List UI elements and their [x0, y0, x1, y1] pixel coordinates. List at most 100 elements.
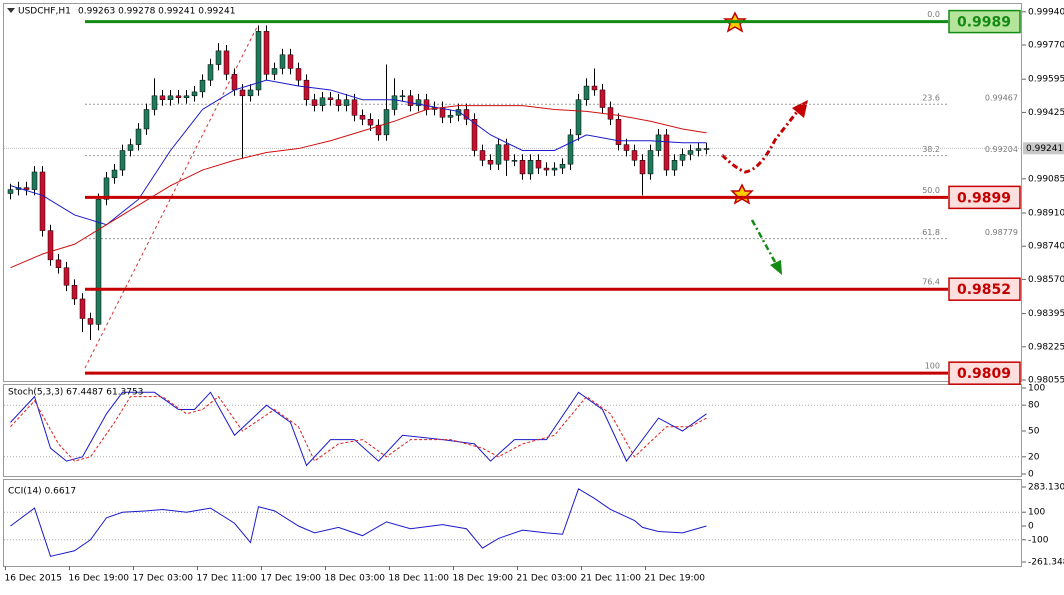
level-box [948, 277, 1021, 301]
x-tick-label: 16 Dec 2015 [5, 574, 63, 584]
level-label: 0.9989 [957, 15, 1011, 31]
panel-title: Stoch(5,3,3) 67.4487 61.3753 [8, 388, 143, 398]
candle-body [23, 187, 30, 190]
main-panel [3, 3, 1022, 382]
level-fib-label: 76.4 [922, 278, 940, 287]
candle-body [551, 167, 558, 171]
candle-body [7, 189, 14, 194]
y-tick-label: 0.99425 [1028, 108, 1064, 118]
panel-title: CCI(14) 0.6617 [8, 487, 76, 497]
candle-body [647, 150, 654, 175]
fib-price: 0.99467 [985, 94, 1018, 103]
y-tick-label: 0.98570 [1028, 275, 1064, 285]
candle-body [391, 95, 398, 110]
y-tick-label: 283.1308 [1028, 483, 1064, 493]
indicator-line [10, 488, 707, 557]
candle-body [159, 95, 166, 100]
candle-body [279, 54, 286, 69]
candle-body [415, 99, 422, 106]
x-tick-label: 21 Dec 11:00 [581, 574, 642, 584]
candle-body [535, 160, 542, 169]
candle-body [199, 79, 206, 93]
candle-body [239, 89, 246, 97]
candle-body [175, 95, 182, 99]
y-tick-label: 100 [1028, 384, 1045, 394]
level-label: 0.9809 [957, 366, 1011, 382]
candle-body [575, 99, 582, 136]
candle-body [407, 95, 414, 106]
candle-body [503, 144, 510, 161]
x-tick-label: 17 Dec 19:00 [261, 574, 322, 584]
candle-body [319, 97, 326, 106]
candle-body [303, 79, 310, 100]
candle-body [207, 64, 214, 81]
candle-body [55, 259, 62, 268]
level-box [948, 9, 1021, 34]
y-tick-label: 0.99085 [1028, 174, 1064, 184]
candle-body [143, 109, 150, 130]
level-fib-label: 50.0 [922, 186, 940, 195]
candle-body [591, 85, 598, 91]
fib-price: 0.99204 [985, 145, 1018, 154]
candle-body [615, 118, 622, 145]
candle-body [47, 230, 54, 261]
candle-body [631, 150, 638, 161]
candle-body [687, 150, 694, 155]
y-tick-label: -100 [1028, 535, 1049, 545]
candle-body [623, 144, 630, 151]
y-tick-label: 0 [1028, 522, 1034, 532]
candle-body [151, 95, 158, 110]
candle-body [95, 199, 102, 325]
candle-body [527, 160, 534, 175]
candle-body [327, 97, 334, 100]
y-tick-label: 0.98225 [1028, 342, 1064, 352]
candle-body [111, 169, 118, 179]
candle-body [599, 89, 606, 108]
indicator-line [10, 79, 707, 226]
candle-body [511, 160, 518, 162]
stoch-panel [3, 384, 1022, 477]
candle-body [335, 99, 342, 106]
candle-body [127, 144, 134, 151]
fib-price: 0.98779 [985, 228, 1018, 237]
candle-body [271, 68, 278, 75]
candle-body [423, 99, 430, 110]
candle-body [695, 148, 702, 151]
x-tick-label: 21 Dec 03:00 [517, 574, 578, 584]
candle-body [455, 109, 462, 116]
level-label: 0.9899 [957, 190, 1011, 206]
candle-body [399, 95, 406, 98]
candle-body [663, 134, 670, 171]
candle-body [231, 74, 238, 91]
y-tick-label: 20 [1028, 452, 1040, 462]
candle-body [559, 163, 566, 169]
candle-body [655, 134, 662, 151]
candle-body [607, 107, 614, 120]
y-tick-label: 0.99940 [1028, 7, 1064, 17]
candle-body [479, 150, 486, 161]
symbol: USDCHF,H1 [18, 7, 71, 17]
y-tick-label: 50 [1028, 427, 1040, 437]
candle-body [703, 148, 710, 150]
candle-body [543, 167, 550, 171]
y-tick-label: 0.99595 [1028, 75, 1064, 85]
candle-body [351, 99, 358, 116]
candle-body [639, 160, 646, 175]
down-arrow-path [750, 219, 777, 263]
level-label: 0.9852 [957, 282, 1011, 298]
current-price-label: 0.99241 [1026, 144, 1063, 154]
fib-ratio: 38.2 [922, 145, 940, 154]
y-tick-label: 0.98395 [1028, 309, 1064, 319]
x-tick-label: 17 Dec 11:00 [197, 574, 258, 584]
candle-body [103, 177, 110, 200]
candle-body [39, 171, 46, 231]
candle-body [167, 95, 174, 100]
candle-body [671, 160, 678, 171]
candle-body [63, 267, 70, 286]
candle-body [463, 109, 470, 120]
y-tick-label: -261.3487 [1028, 558, 1064, 568]
quote: 0.99263 0.99278 0.99241 0.99241 [78, 7, 235, 17]
candle-body [471, 118, 478, 151]
fib-ratio: 61.8 [922, 228, 940, 237]
